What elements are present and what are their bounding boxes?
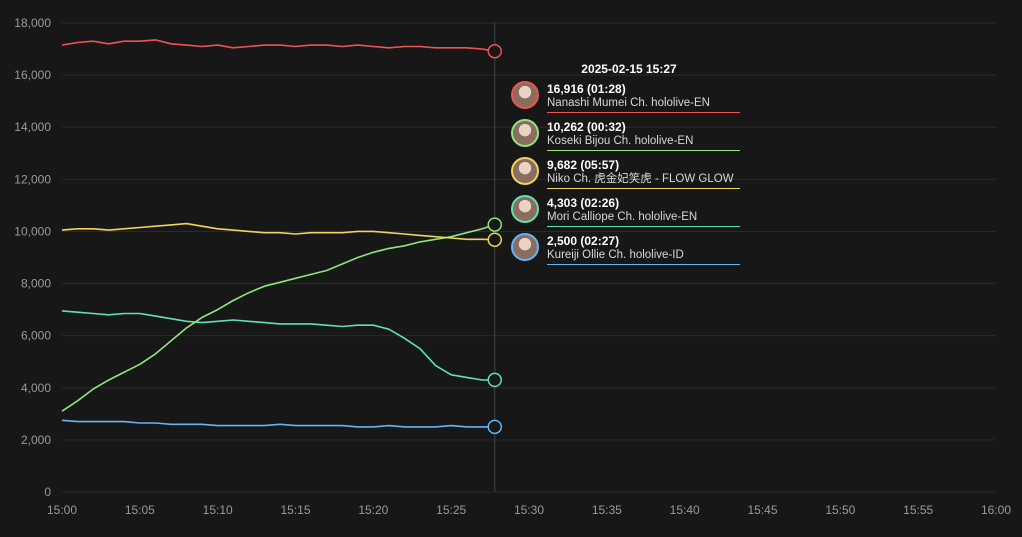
viewer-count: 9,682	[547, 158, 578, 172]
channel-name: Mori Calliope Ch. hololive-EN	[547, 211, 698, 223]
channel-avatar	[511, 157, 539, 185]
tooltip-row-text: 9,682 (05:57) Niko Ch. 虎金妃笑虎 - FLOW GLOW	[547, 158, 740, 189]
series-line-2	[61, 222, 495, 241]
tooltip-row: 4,303 (02:26) Mori Calliope Ch. hololive…	[508, 192, 744, 230]
series-line-1	[61, 223, 496, 412]
tooltip-row: 10,262 (00:32) Koseki Bijou Ch. hololive…	[508, 116, 744, 154]
hover-point-4	[487, 419, 503, 435]
tooltip-row: 9,682 (05:57) Niko Ch. 虎金妃笑虎 - FLOW GLOW	[508, 154, 744, 192]
y-tick-label: 8,000	[21, 277, 51, 291]
y-tick-label: 14,000	[14, 120, 51, 134]
y-tick-label: 4,000	[21, 381, 51, 395]
y-tick-label: 0	[44, 485, 51, 499]
viewer-count: 16,916	[547, 82, 584, 96]
x-tick-label: 15:25	[436, 503, 466, 517]
stream-duration: (02:27)	[580, 234, 620, 248]
channel-avatar	[511, 119, 539, 147]
x-axis-labels: 15:00 15:05 15:10 15:15 15:20 15:25 15:30 15:35…	[47, 503, 1011, 517]
stream-duration: (02:26)	[580, 196, 620, 210]
tooltip-row-text: 16,916 (01:28) Nanashi Mumei Ch. hololiv…	[547, 82, 740, 113]
hover-tooltip: 2025-02-15 15:27 16,916 (01:28) Nanashi …	[508, 60, 744, 268]
y-tick-label: 10,000	[14, 224, 51, 238]
hover-point-2	[487, 232, 503, 247]
x-tick-label: 15:05	[125, 503, 155, 517]
y-tick-label: 12,000	[14, 172, 51, 186]
viewer-count: 2,500	[547, 234, 578, 248]
hover-point-1	[487, 217, 503, 232]
tooltip-row: 2,500 (02:27) Kureiji Ollie Ch. hololive…	[508, 230, 744, 268]
x-tick-label: 15:35	[592, 503, 622, 517]
gridlines	[62, 22, 996, 493]
series-line-3	[61, 310, 495, 381]
tooltip-time: 2025-02-15 15:27	[581, 62, 677, 76]
y-tick-label: 18,000	[14, 16, 51, 30]
series-lines	[61, 39, 496, 428]
x-tick-label: 15:55	[903, 503, 933, 517]
series-line-4	[61, 419, 495, 428]
viewer-count: 4,303	[547, 196, 578, 210]
x-tick-label: 15:45	[747, 503, 777, 517]
hover-markers	[487, 43, 503, 435]
x-tick-label: 15:00	[47, 503, 77, 517]
y-tick-label: 16,000	[14, 68, 51, 82]
tooltip-row-text: 2,500 (02:27) Kureiji Ollie Ch. hololive…	[547, 234, 740, 265]
channel-name: Kureiji Ollie Ch. hololive-ID	[547, 249, 684, 261]
hover-point-0	[487, 43, 503, 59]
x-tick-label: 15:40	[670, 503, 700, 517]
x-tick-label: 15:20	[358, 503, 388, 517]
tooltip-row-text: 10,262 (00:32) Koseki Bijou Ch. hololive…	[547, 120, 740, 151]
x-tick-label: 15:30	[514, 503, 544, 517]
x-tick-label: 15:50	[825, 503, 855, 517]
series-line-0	[61, 39, 495, 52]
stream-duration: (00:32)	[587, 120, 626, 134]
channel-name: Koseki Bijou Ch. hololive-EN	[547, 135, 694, 147]
y-tick-label: 2,000	[21, 433, 51, 447]
channel-avatar	[511, 233, 539, 261]
channel-name: Niko Ch. 虎金妃笑虎 - FLOW GLOW	[547, 173, 734, 185]
x-tick-label: 15:10	[203, 503, 233, 517]
viewer-count: 10,262	[547, 120, 584, 134]
y-tick-label: 6,000	[21, 329, 51, 343]
channel-avatar	[511, 195, 539, 223]
stream-duration: (01:28)	[587, 82, 626, 96]
tooltip-row-text: 4,303 (02:26) Mori Calliope Ch. hololive…	[547, 196, 740, 227]
channel-name: Nanashi Mumei Ch. hololive-EN	[547, 97, 710, 109]
hover-point-3	[487, 372, 503, 388]
tooltip-row: 16,916 (01:28) Nanashi Mumei Ch. hololiv…	[508, 78, 744, 116]
y-axis-labels: 0 2,000 4,000 6,000 8,000 10,000 12,000 14,000 1…	[14, 16, 51, 499]
x-tick-label: 15:15	[280, 503, 310, 517]
stream-duration: (05:57)	[580, 158, 620, 172]
x-tick-label: 16:00	[981, 503, 1011, 517]
channel-avatar	[511, 81, 539, 109]
